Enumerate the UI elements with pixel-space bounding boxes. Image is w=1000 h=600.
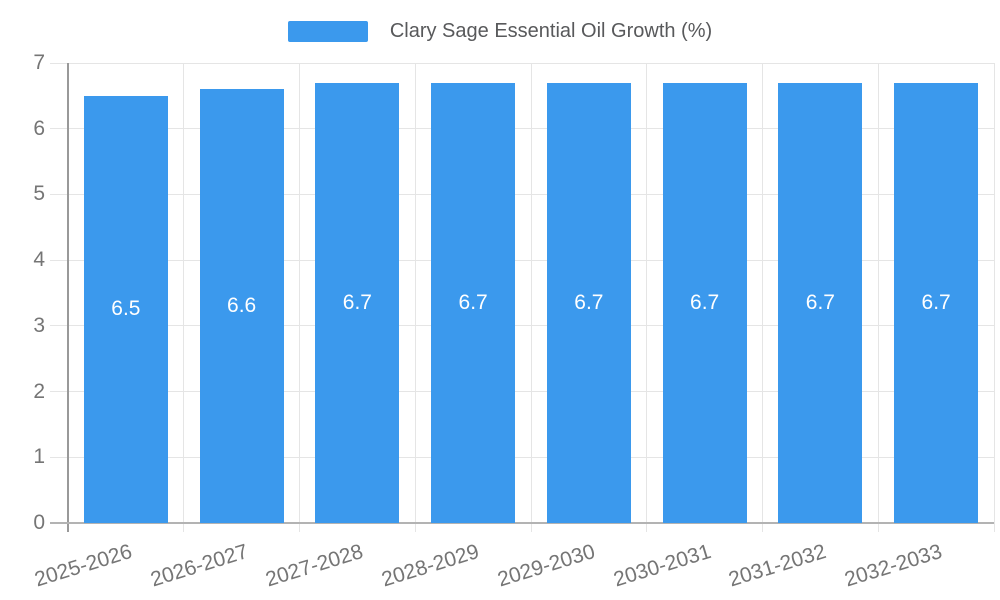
bar-value-label: 6.7 [574,290,604,314]
bar-value-label: 6.7 [458,290,488,314]
y-gridline [50,128,994,130]
y-axis-tick-label: 0 [33,511,45,534]
y-gridline [50,391,994,393]
y-axis-tick-label: 7 [33,51,45,74]
y-gridline [50,259,994,261]
x-axis-tick-label: 2025-2026 [31,540,135,592]
bar: 6.7 [431,82,516,523]
x-gridline [530,63,532,532]
bar-value-label: 6.7 [921,290,951,314]
bar-value-label: 6.5 [111,297,141,321]
y-axis-tick-label: 5 [33,182,45,206]
y-gridline [50,62,994,64]
bar: 6.6 [199,89,284,523]
x-axis-tick-label: 2026-2027 [147,540,251,592]
bar: 6.7 [894,82,979,523]
x-axis-tick-label: 2031-2032 [726,540,830,592]
bar: 6.7 [546,82,631,523]
bar-value-label: 6.6 [227,294,257,318]
x-axis-tick-label: 2029-2030 [494,540,598,592]
x-gridline [183,63,185,532]
x-gridline [877,63,879,532]
bar: 6.7 [315,82,400,523]
legend-swatch [287,21,368,42]
y-axis-tick-label: 1 [33,445,45,469]
y-gridline [50,456,994,458]
legend[interactable]: Clary Sage Essential Oil Growth (%) [0,20,1000,43]
x-axis-tick-label: 2028-2029 [379,540,482,592]
y-axis-tick-label: 4 [33,248,45,272]
x-gridline [299,63,300,532]
x-axis-line [50,522,994,524]
x-gridline [646,63,648,532]
x-gridline [993,63,995,532]
bar-value-label: 6.7 [690,290,720,314]
bar: 6.5 [83,95,168,523]
bar-value-label: 6.7 [805,290,835,314]
x-axis-tick-label: 2027-2028 [263,540,367,592]
y-axis-tick-label: 2 [33,379,45,403]
y-axis-tick-label: 6 [33,116,45,140]
x-axis-tick-label: 2030-2031 [610,540,714,592]
y-gridline [50,193,994,195]
legend-label: Clary Sage Essential Oil Growth (%) [389,20,713,42]
x-axis-tick-label: 2032-2033 [842,540,945,592]
bar: 6.7 [778,82,863,523]
x-gridline [762,63,763,532]
y-axis-line [67,63,69,532]
bar-value-label: 6.7 [342,290,372,314]
x-gridline [414,63,416,532]
y-axis-tick-label: 3 [33,313,45,337]
bar: 6.7 [662,82,747,523]
y-gridline [50,325,994,327]
